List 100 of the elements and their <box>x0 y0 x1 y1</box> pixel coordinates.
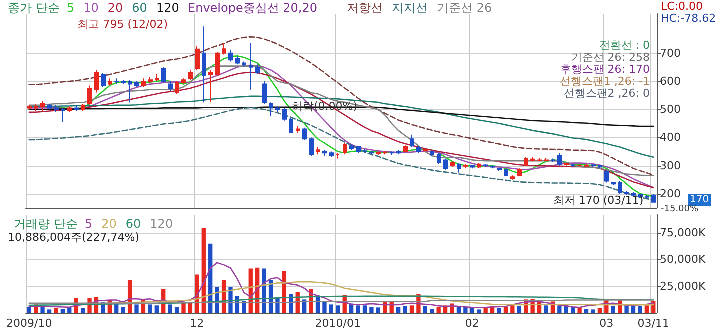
candlestick <box>242 61 246 68</box>
candlestick <box>403 145 408 153</box>
bar <box>370 307 374 313</box>
candlestick <box>188 70 193 81</box>
bar <box>410 306 414 313</box>
candlestick <box>148 76 153 84</box>
candlestick <box>396 150 401 156</box>
y-tick-label: 75,000K <box>660 226 706 240</box>
bar <box>174 307 180 313</box>
candlestick <box>74 104 79 112</box>
bar <box>558 306 562 313</box>
candlestick <box>208 70 213 104</box>
bar <box>80 308 86 313</box>
text: LC:0.00 <box>661 0 704 13</box>
bar <box>631 306 636 313</box>
y-tick-label: 600 <box>660 74 681 88</box>
bar <box>584 309 589 313</box>
candlestick <box>175 80 179 95</box>
text: 지지선 <box>392 1 428 15</box>
bar <box>121 307 126 313</box>
candlestick <box>128 80 132 104</box>
text: 60 <box>132 1 148 15</box>
x-tick-label: 12 <box>190 317 204 330</box>
bar <box>517 306 522 313</box>
text: HC:-78.62 <box>661 12 716 25</box>
bar <box>168 304 172 313</box>
candlestick <box>410 134 414 148</box>
text: 170 <box>690 194 710 206</box>
candlestick <box>87 85 92 106</box>
candlestick <box>517 168 522 178</box>
bar <box>430 309 434 313</box>
candlestick <box>510 175 515 180</box>
candlestick <box>356 146 361 154</box>
x-tick-label: 2009/10 <box>6 317 52 330</box>
candlestick <box>537 157 542 162</box>
candlestick <box>235 56 240 66</box>
bar <box>356 306 360 313</box>
candlestick <box>624 190 629 196</box>
text: -15.00% <box>661 204 700 214</box>
y-tick-label: 25,000K <box>660 280 706 293</box>
x-tick-label: 03 <box>600 317 614 330</box>
bar <box>322 301 327 313</box>
candlestick <box>336 152 340 160</box>
y-tick-label: 400 <box>660 131 681 144</box>
candlestick <box>161 66 166 84</box>
candlestick <box>141 78 146 88</box>
candlestick <box>282 108 287 122</box>
candlestick <box>483 164 488 168</box>
x-tick-label: 2010/01 <box>315 317 361 330</box>
candlestick <box>121 80 126 85</box>
candlestick <box>450 161 455 168</box>
bar <box>423 306 428 313</box>
candlestick <box>343 142 347 156</box>
bar <box>477 310 482 313</box>
candlestick <box>202 26 206 104</box>
candlestick <box>611 182 616 186</box>
bar <box>504 307 508 313</box>
candlestick <box>215 51 220 76</box>
candlestick <box>571 164 575 168</box>
candlestick <box>54 104 59 113</box>
legend-title: 종가 단순 <box>8 1 60 15</box>
annotation: 선행스팬1 ,26: -1 <box>560 75 650 88</box>
candlestick <box>504 168 508 178</box>
text: 5 <box>67 1 75 15</box>
candlestick <box>262 80 267 104</box>
annotation: 전환선 : 0 <box>599 39 650 52</box>
candlestick <box>81 103 85 112</box>
candlestick <box>302 127 307 142</box>
candlestick <box>134 80 139 88</box>
candlestick <box>591 164 596 168</box>
x-tick-label: 02 <box>465 317 480 330</box>
candlestick <box>289 118 293 134</box>
bar <box>403 306 408 313</box>
bar <box>60 309 65 313</box>
annotation: 후행스팬 26: 170 <box>560 63 650 76</box>
bar <box>638 306 642 313</box>
candlestick <box>61 108 65 123</box>
candlestick <box>155 74 159 82</box>
candlestick <box>40 100 45 112</box>
candlestick <box>363 149 367 154</box>
bar <box>510 306 515 313</box>
candlestick <box>228 50 233 62</box>
candlestick <box>390 151 394 156</box>
candlestick <box>101 72 106 88</box>
candlestick <box>551 158 555 163</box>
candlestick <box>34 103 38 112</box>
annotation: 기준선 26: 258 <box>571 51 650 64</box>
candlestick <box>369 150 374 156</box>
candlestick <box>598 164 602 170</box>
x-tick-label: 03/11 <box>638 317 670 330</box>
candlestick <box>631 192 636 198</box>
bar <box>134 304 139 313</box>
legend-title: 거래량 단순 <box>14 217 78 231</box>
y-tick-label: 700 <box>660 46 681 60</box>
annotation: Envelope중심선 20,20 <box>188 1 318 15</box>
candlestick <box>477 162 481 169</box>
bar <box>154 306 159 313</box>
bar <box>376 308 380 313</box>
bar <box>598 308 602 313</box>
bar <box>611 306 616 313</box>
